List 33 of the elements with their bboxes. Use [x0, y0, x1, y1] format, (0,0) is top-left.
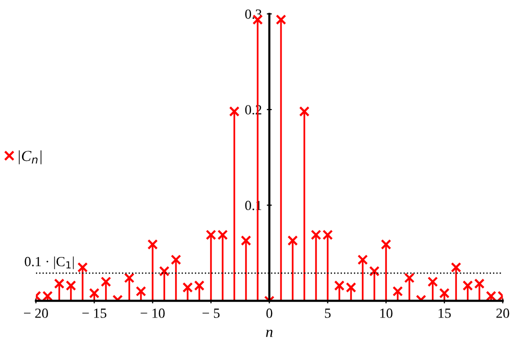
- point: [357, 254, 368, 265]
- ref-line-label: 0.1 · |C$_{1}$|: [24, 256, 74, 270]
- x-tick-label: 0: [266, 308, 272, 318]
- point: [77, 262, 88, 273]
- x-tick-label: − 10: [140, 308, 165, 318]
- point: [404, 272, 415, 284]
- point: [369, 266, 380, 276]
- point: [276, 14, 286, 25]
- point: [170, 254, 182, 265]
- x-tick-label: − 15: [82, 308, 106, 318]
- point: [287, 235, 298, 246]
- point: [428, 276, 438, 287]
- point: [392, 286, 403, 296]
- point: [136, 286, 146, 296]
- x-axis-title: n: [266, 330, 273, 337]
- x-tick-label: − 5: [202, 308, 220, 318]
- x-tick-label: − 20: [24, 308, 48, 318]
- point: [147, 239, 158, 250]
- x-tick-label: 15: [438, 308, 451, 318]
- point: [124, 272, 134, 284]
- point: [450, 262, 462, 273]
- point: [159, 266, 170, 276]
- legend-label: |C$_{n}$|: [18, 150, 42, 164]
- point: [380, 239, 392, 250]
- x-tick-label: 10: [380, 308, 392, 318]
- point: [240, 235, 252, 246]
- x-tick-label: 5: [325, 308, 331, 318]
- point: [100, 276, 112, 287]
- point: [299, 106, 310, 117]
- point: [89, 288, 100, 298]
- point: [229, 106, 240, 117]
- x-tick-label: 20: [496, 308, 510, 318]
- point: [439, 288, 450, 298]
